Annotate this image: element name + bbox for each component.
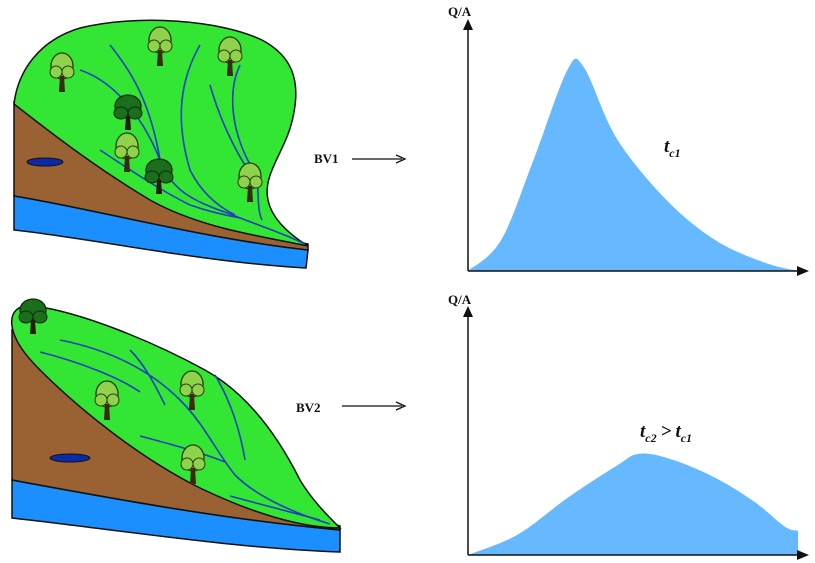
basin-bv2-lake xyxy=(49,453,91,463)
up-arrow-icon xyxy=(463,19,473,30)
hydrograph-bv2-tc-label: tc2 > tc1 xyxy=(640,421,692,445)
right-arrow-icon xyxy=(352,154,407,164)
hydrograph-bv1: Q/A tc1 xyxy=(448,4,809,276)
basin-bv1-label: BV1 xyxy=(314,151,339,166)
right-arrow-icon xyxy=(342,401,407,411)
basin-bv1-illustration xyxy=(13,19,309,269)
basin-bv1-lake xyxy=(26,157,64,167)
basin-bv1-stream-network xyxy=(79,44,306,245)
up-arrow-icon xyxy=(463,306,473,317)
hydrograph-bv2: Q/A tc2 > tc1 xyxy=(448,292,809,560)
hydrograph-bv2-y-label: Q/A xyxy=(448,292,472,307)
hydrograph-bv1-tc-label: tc1 xyxy=(664,136,681,160)
hydrograph-bv1-area xyxy=(468,58,798,271)
right-arrow-icon xyxy=(797,266,809,276)
basin-bv2-label: BV2 xyxy=(296,400,321,415)
hydrograph-bv2-area xyxy=(468,453,798,555)
basin-bv1-vegetation-surface xyxy=(13,19,309,247)
basin-bv2-illustration xyxy=(10,298,342,553)
basin-bv2-stream-network xyxy=(39,339,331,525)
basin-bv2-vegetation-surface xyxy=(10,304,342,529)
hydrograph-bv1-y-label: Q/A xyxy=(448,4,472,19)
right-arrow-icon xyxy=(797,550,809,560)
